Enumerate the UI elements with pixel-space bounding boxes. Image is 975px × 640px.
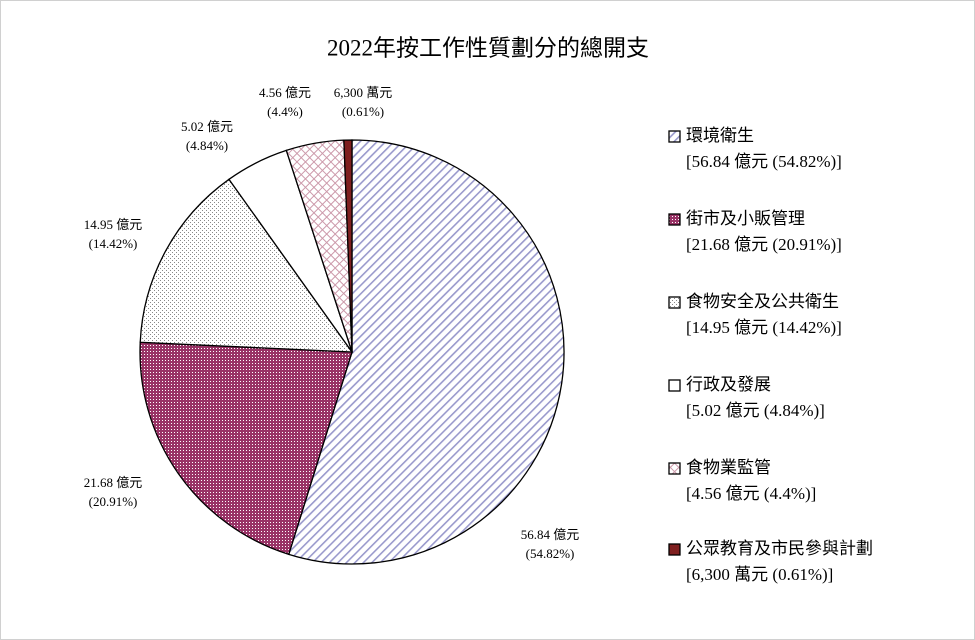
legend-value: [14.95 億元 (14.42%)] — [686, 318, 842, 337]
slice-percent-label: (4.4%) — [267, 104, 303, 119]
legend-label: 食物業監管 — [686, 458, 771, 477]
legend-marker — [668, 130, 681, 143]
legend-marker — [668, 213, 681, 226]
slice-percent-label: (20.91%) — [89, 494, 138, 509]
legend-marker — [668, 462, 681, 475]
legend-marker — [668, 296, 681, 309]
legend-marker — [668, 543, 681, 556]
legend-value: [56.84 億元 (54.82%)] — [686, 152, 842, 171]
slice-amount-label: 6,300 萬元 — [334, 85, 393, 100]
slice-amount-label: 56.84 億元 — [521, 527, 580, 542]
slice-amount-label: 21.68 億元 — [84, 475, 143, 490]
pie-slice — [287, 139, 565, 565]
pie-slice — [343, 139, 353, 353]
legend-value: [6,300 萬元 (0.61%)] — [686, 565, 833, 584]
legend-value: [21.68 億元 (20.91%)] — [686, 235, 842, 254]
slice-amount-label: 4.56 億元 — [259, 85, 311, 100]
slice-percent-label: (54.82%) — [526, 546, 575, 561]
slice-percent-label: (4.84%) — [186, 138, 228, 153]
legend-label: 食物安全及公共衛生 — [686, 292, 839, 311]
legend-value: [4.56 億元 (4.4%)] — [686, 484, 816, 503]
legend-value: [5.02 億元 (4.84%)] — [686, 401, 825, 420]
legend-marker — [668, 379, 681, 392]
slice-amount-label: 14.95 億元 — [84, 217, 143, 232]
slice-percent-label: (14.42%) — [89, 236, 138, 251]
pie-slice — [139, 341, 353, 556]
legend-label: 公眾教育及市民參與計劃 — [686, 539, 873, 558]
legend-label: 環境衛生 — [686, 126, 754, 145]
chart-title: 2022年按工作性質劃分的總開支 — [327, 35, 649, 60]
legend-label: 街市及小販管理 — [686, 209, 805, 228]
slice-amount-label: 5.02 億元 — [181, 119, 233, 134]
pie-slice — [139, 178, 354, 353]
slice-percent-label: (0.61%) — [342, 104, 384, 119]
legend-label: 行政及發展 — [686, 375, 771, 394]
